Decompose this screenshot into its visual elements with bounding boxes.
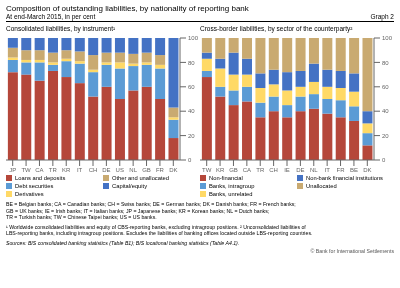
svg-text:US: US: [116, 167, 124, 172]
svg-text:0: 0: [188, 157, 192, 163]
svg-text:TR: TR: [49, 167, 58, 172]
svg-text:80: 80: [188, 60, 195, 66]
svg-text:TW: TW: [21, 167, 31, 172]
html-text:Sources: BIS consolidated bank: Sources: BIS consolidated banking statis…: [6, 240, 240, 246]
html-text:Graph 2: Graph 2: [370, 13, 394, 20]
svg-text:40: 40: [188, 108, 195, 114]
html-text:Debt securities: Debt securities: [15, 183, 54, 189]
svg-text:60: 60: [382, 84, 389, 90]
svg-text:IE: IE: [284, 167, 290, 172]
svg-text:60: 60: [188, 84, 195, 90]
svg-text:KR: KR: [62, 167, 71, 172]
html-text:BE = Belgian banks; CA = Canad: BE = Belgian banks; CA = Canadian banks;…: [6, 201, 296, 221]
svg-text:FR: FR: [337, 167, 346, 172]
svg-text:NL: NL: [129, 167, 137, 172]
svg-text:CH: CH: [269, 167, 278, 172]
svg-text:FR: FR: [156, 167, 165, 172]
svg-text:DK: DK: [363, 167, 371, 172]
svg-text:DE: DE: [102, 167, 110, 172]
svg-text:0: 0: [382, 157, 386, 163]
html-text:Other and unallocated: Other and unallocated: [112, 175, 169, 181]
svg-text:TR: TR: [256, 167, 265, 172]
html-text:At end-March 2015, in per cent: At end-March 2015, in per cent: [6, 13, 96, 20]
html-text:Derivatives: Derivatives: [15, 191, 44, 197]
svg-text:GB: GB: [229, 167, 238, 172]
svg-text:20: 20: [382, 133, 389, 139]
html-text:Non-financial: Non-financial: [209, 175, 243, 181]
svg-text:CA: CA: [243, 167, 251, 172]
svg-text:20: 20: [188, 133, 195, 139]
svg-text:BE: BE: [350, 167, 358, 172]
svg-text:40: 40: [382, 108, 389, 114]
html-text:© Bank for International Settl: © Bank for International Settlements: [310, 247, 394, 254]
html-text:Banks, unrelated: Banks, unrelated: [209, 191, 253, 197]
svg-text:100: 100: [188, 35, 199, 41]
svg-text:NL: NL: [310, 167, 318, 172]
svg-text:CH: CH: [89, 167, 98, 172]
svg-text:JP: JP: [9, 167, 16, 172]
svg-text:TW: TW: [202, 167, 212, 172]
svg-text:DE: DE: [296, 167, 304, 172]
svg-text:CA: CA: [35, 167, 43, 172]
html-text:Capital/equity: Capital/equity: [112, 183, 148, 189]
svg-text:IT: IT: [77, 167, 83, 172]
html-text:Non-bank financial institution: Non-bank financial institutions: [306, 175, 383, 181]
html-text:Consolidated liabilities, by i: Consolidated liabilities, by instrument¹: [6, 25, 116, 32]
svg-text:GB: GB: [142, 167, 151, 172]
html-text:¹ Worldwide consolidated liabi: ¹ Worldwide consolidated liabilities and…: [6, 223, 313, 237]
svg-text:KR: KR: [216, 167, 225, 172]
html-text:Loans and deposits: Loans and deposits: [15, 175, 66, 181]
svg-text:IT: IT: [324, 167, 330, 172]
html-text:Unallocated: Unallocated: [306, 183, 337, 189]
html-text:Cross-border liabilities, by s: Cross-border liabilities, by sector of t…: [200, 25, 353, 32]
html-text:Banks, intragroup: Banks, intragroup: [209, 183, 255, 189]
svg-text:80: 80: [382, 60, 389, 66]
svg-text:DK: DK: [169, 167, 177, 172]
svg-text:100: 100: [382, 35, 392, 41]
html-text:Composition of outstanding lia: Composition of outstanding liabilities, …: [6, 4, 249, 13]
